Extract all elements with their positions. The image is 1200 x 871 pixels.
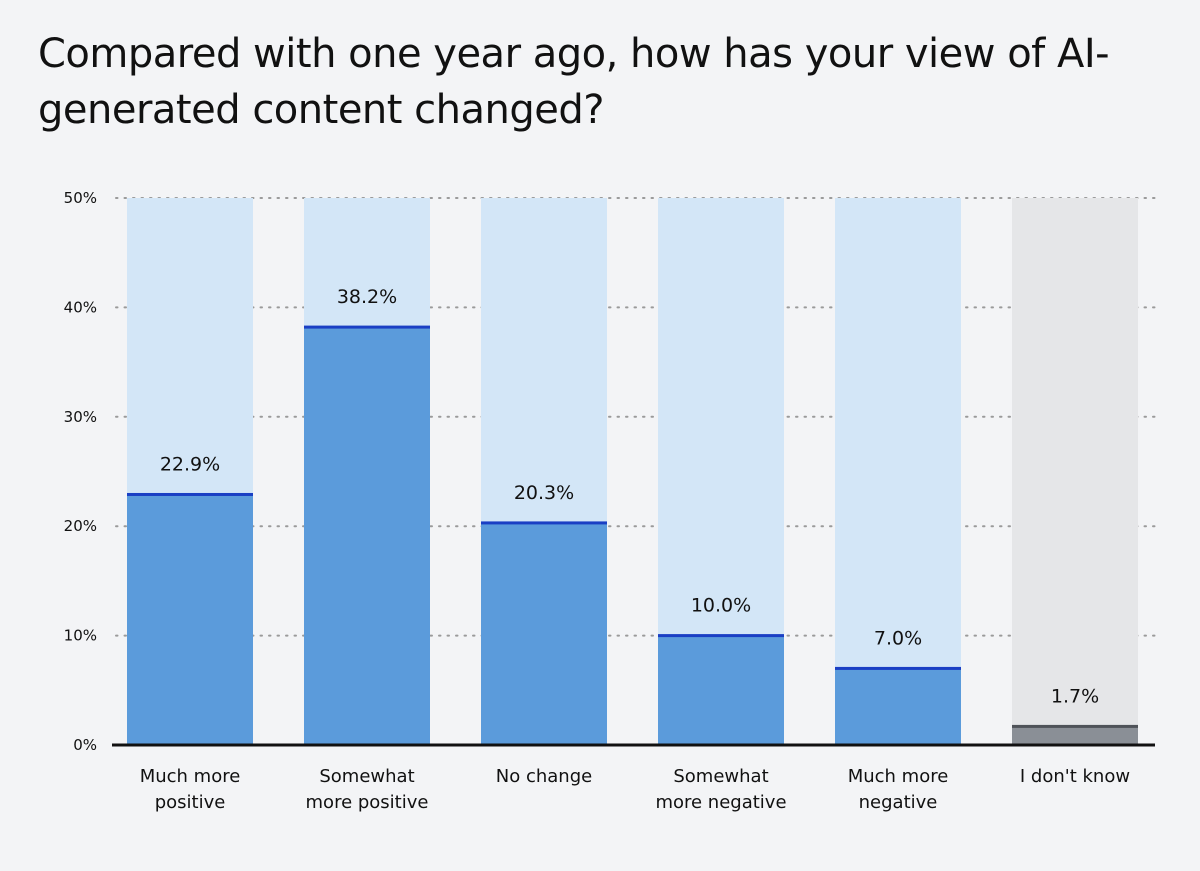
bar-cap	[304, 325, 430, 329]
data-label: 38.2%	[337, 286, 397, 308]
bar-tracks	[127, 198, 1138, 745]
category-label-line: Much more	[140, 766, 241, 787]
category-label-line: No change	[496, 766, 592, 787]
y-tick-label: 30%	[64, 408, 97, 426]
bar-cap	[127, 492, 253, 496]
category-labels: Much more positive Somewhat more positive No…	[140, 766, 1130, 813]
category-label: Much more positive	[140, 766, 241, 813]
data-label: 20.3%	[514, 482, 574, 504]
data-label: 10.0%	[691, 595, 751, 617]
category-label: Somewhat more positive	[306, 766, 429, 813]
category-label: Somewhat more negative	[655, 766, 786, 813]
y-tick-label: 40%	[64, 298, 97, 316]
bar-cap	[481, 521, 607, 525]
category-label-line: negative	[859, 792, 938, 813]
category-label: Much more negative	[848, 766, 949, 813]
category-label-line: I don't know	[1020, 766, 1130, 787]
category-label: No change	[496, 766, 592, 787]
bar-cap	[658, 634, 784, 638]
chart-title: Compared with one year ago, how has your…	[38, 31, 1110, 133]
category-label-line: positive	[155, 792, 226, 813]
data-label: 22.9%	[160, 453, 220, 475]
bar-cap	[1012, 724, 1138, 728]
data-label: 1.7%	[1051, 685, 1099, 707]
y-axis-ticks: 0% 10% 20% 30% 40% 50%	[64, 189, 97, 754]
y-tick-label: 50%	[64, 189, 97, 207]
bar	[127, 494, 253, 745]
bar-cap	[835, 666, 961, 670]
value-labels: 22.9% 38.2% 20.3% 10.0% 7.0% 1.7%	[160, 286, 1099, 707]
bar-track	[835, 198, 961, 745]
category-label: I don't know	[1020, 766, 1130, 787]
y-tick-label: 20%	[64, 517, 97, 535]
bar	[481, 522, 607, 745]
bar	[304, 327, 430, 745]
category-label-line: Much more	[848, 766, 949, 787]
y-tick-label: 10%	[64, 627, 97, 645]
bar	[835, 668, 961, 745]
category-label-line: Somewhat	[673, 766, 768, 787]
category-label-line: more negative	[655, 792, 786, 813]
gridlines	[115, 197, 1156, 637]
data-label: 7.0%	[874, 627, 922, 649]
bar	[658, 635, 784, 745]
category-label-line: more positive	[306, 792, 429, 813]
bars	[127, 325, 1138, 745]
bar-track	[1012, 198, 1138, 745]
y-tick-label: 0%	[73, 736, 97, 754]
bar	[1012, 726, 1138, 745]
category-label-line: Somewhat	[319, 766, 414, 787]
